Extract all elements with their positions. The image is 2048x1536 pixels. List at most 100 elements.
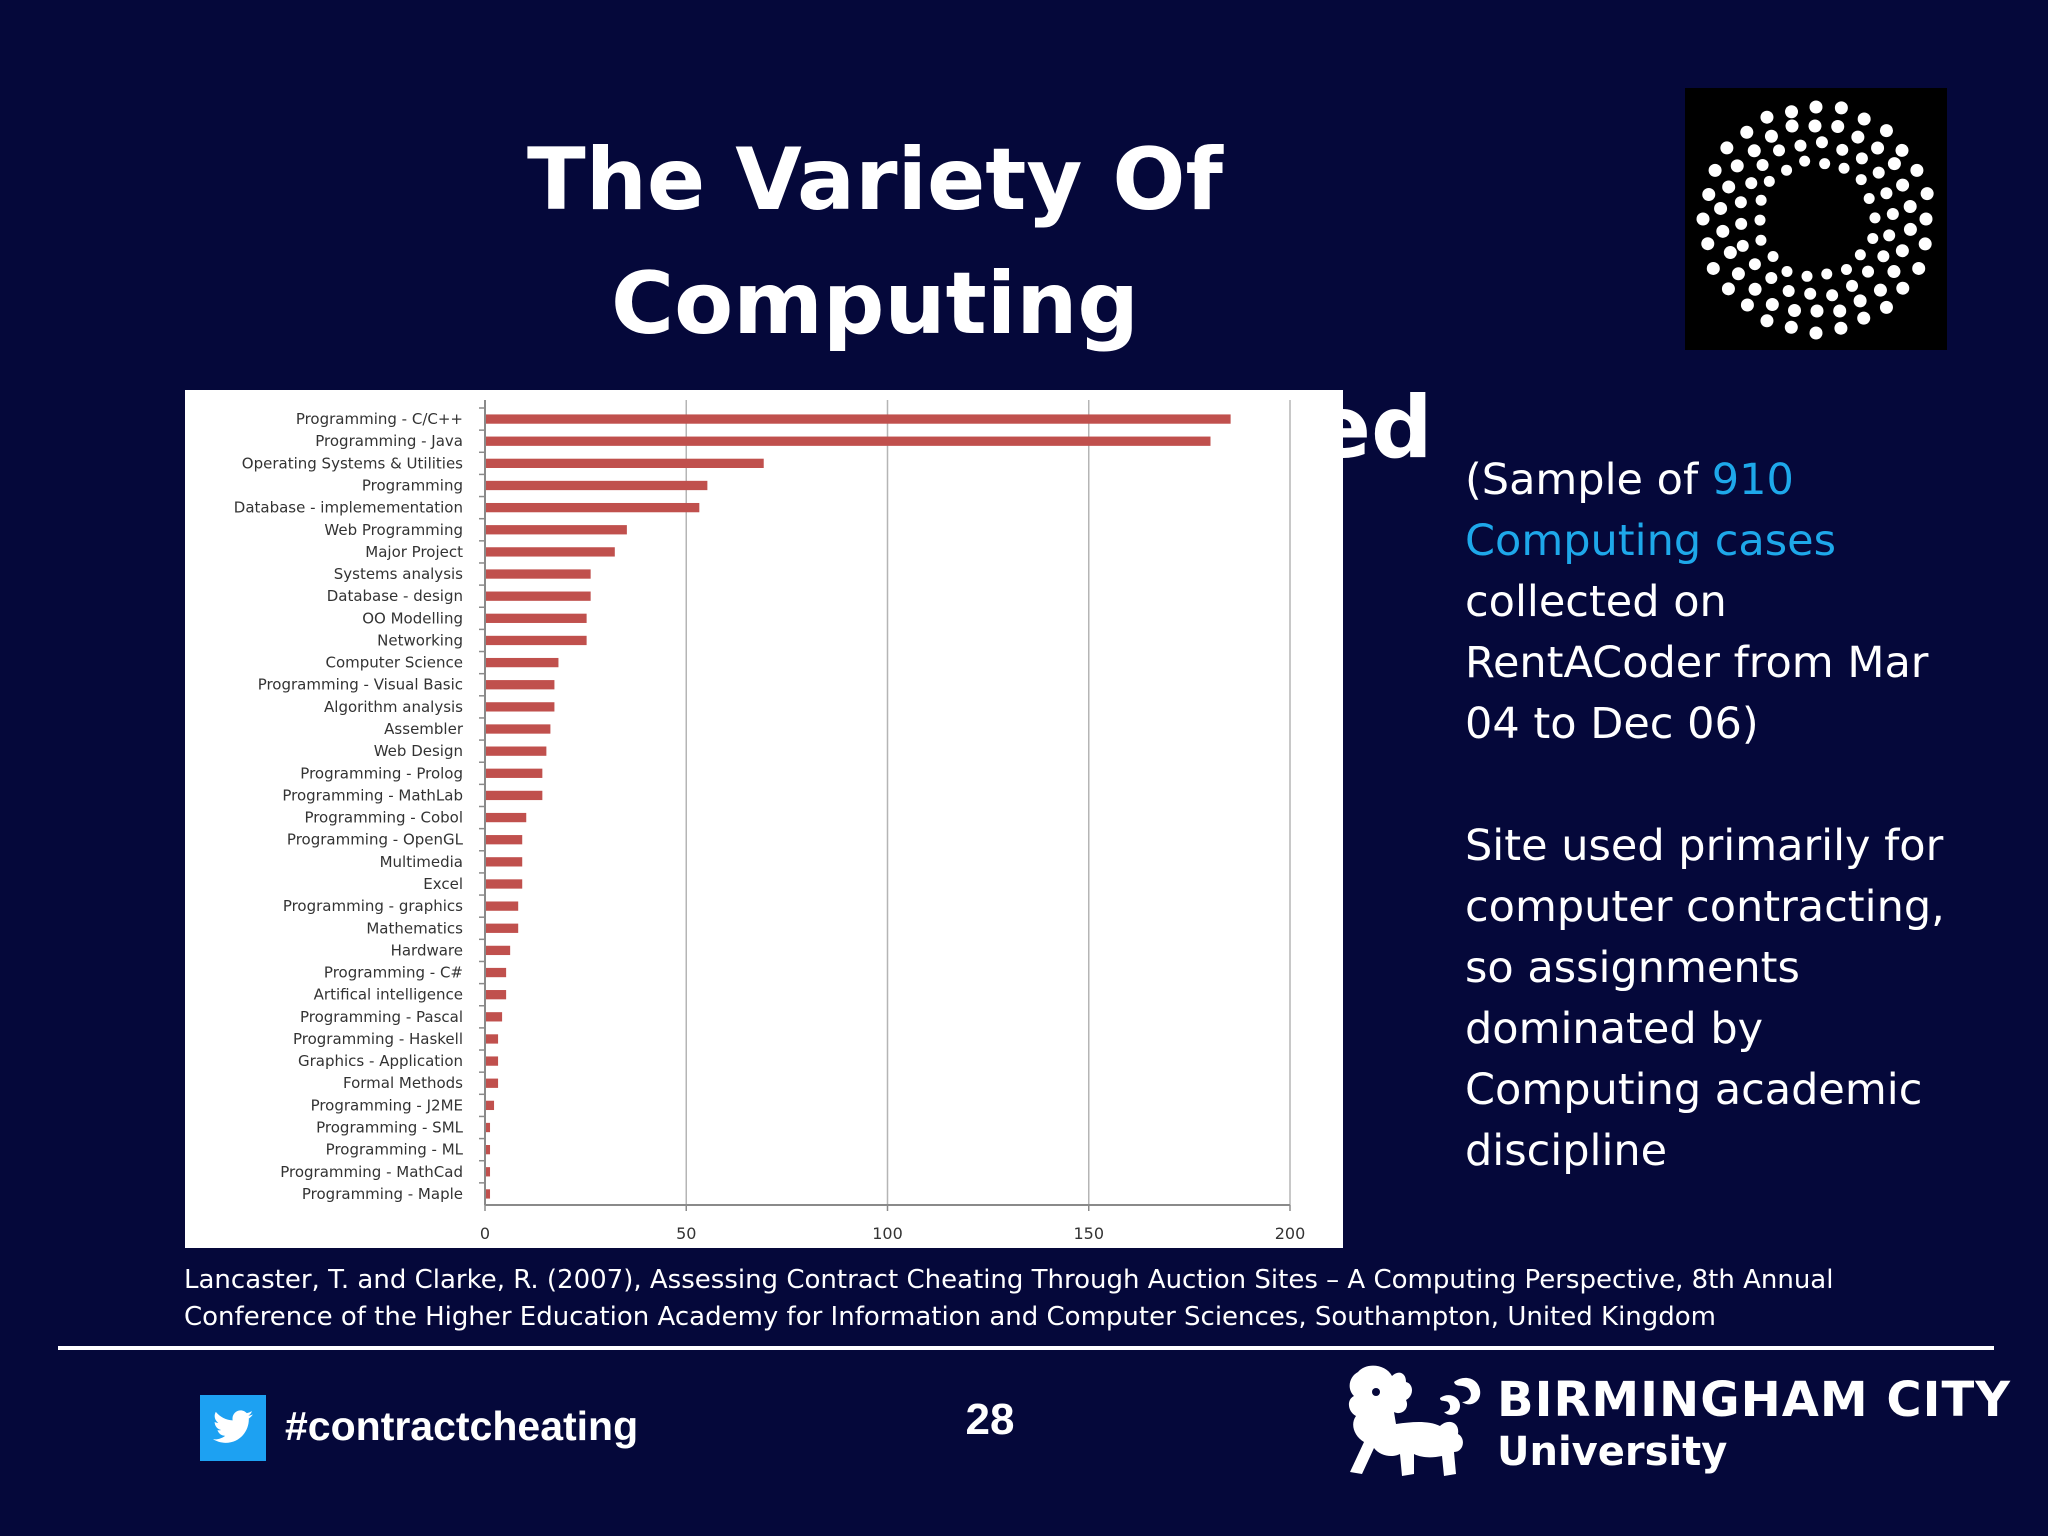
category-label: Programming - Maple [302, 1185, 463, 1203]
citation-line-2: Conference of the Higher Education Acade… [184, 1302, 1717, 1332]
title-line-1: The Variety Of Computing [527, 130, 1223, 354]
logo-dot [1836, 143, 1849, 156]
sample-description: (Sample of 910 Computing cases collected… [1465, 450, 1985, 1182]
sample-text-before: (Sample of [1465, 455, 1712, 505]
logo-dot [1756, 158, 1769, 171]
logo-dot [1896, 178, 1910, 192]
logo-dot [1785, 105, 1799, 119]
category-label: Programming - Java [315, 432, 463, 450]
sample-text-after: collected on RentACoder from Mar 04 to D… [1465, 577, 1929, 749]
bar [486, 1056, 499, 1066]
logo-dot [1765, 297, 1779, 311]
logo-dot [1755, 234, 1767, 246]
logo-dot [1735, 217, 1748, 230]
category-label: Systems analysis [334, 565, 463, 583]
twitter-bird-icon-graphic [213, 1410, 253, 1443]
logo-dot [1883, 229, 1896, 242]
bar [486, 967, 507, 978]
logo-dot [1838, 162, 1850, 174]
university-name-line-2: University [1497, 1429, 1728, 1475]
category-label: Operating Systems & Utilities [242, 454, 463, 472]
bar [486, 480, 708, 491]
logo-dot [1910, 163, 1924, 177]
logo-dot [1748, 258, 1761, 271]
logo-dot [1801, 270, 1813, 282]
logo-dot [1815, 136, 1828, 149]
logo-dot [1903, 200, 1917, 214]
dot-ring-logo [1685, 88, 1947, 350]
x-tick-label: 100 [872, 1224, 903, 1243]
logo-dot [1716, 224, 1730, 238]
bar [486, 1167, 491, 1177]
university-name-line-1: BIRMINGHAM CITY [1497, 1372, 2011, 1428]
logo-dot [1808, 119, 1822, 133]
logo-dot [1781, 164, 1793, 176]
bar [486, 1078, 499, 1088]
bar [486, 1189, 491, 1199]
category-label: Programming - Haskell [293, 1030, 463, 1048]
category-label: Web Programming [324, 521, 463, 539]
bar [486, 1100, 495, 1111]
category-label: Programming - J2ME [311, 1096, 463, 1114]
logo-dot [1747, 144, 1761, 158]
bar [486, 1012, 503, 1022]
category-label: Programming - Visual Basic [258, 676, 463, 694]
bar [486, 724, 551, 734]
hashtag: #contractcheating [285, 1403, 639, 1449]
category-label: Artifical intelligence [314, 986, 463, 1004]
logo-dot [1857, 311, 1871, 325]
citation: Lancaster, T. and Clarke, R. (2007), Ass… [184, 1262, 1984, 1336]
logo-dot [1731, 267, 1745, 281]
logo-dot [1903, 222, 1917, 236]
logo-dot [1834, 321, 1848, 335]
category-label: Formal Methods [343, 1074, 463, 1092]
bar [486, 414, 1231, 424]
category-label: OO Modelling [362, 609, 463, 627]
x-tick-label: 200 [1275, 1224, 1306, 1243]
logo-dot [1879, 300, 1893, 314]
logo-dot [1896, 281, 1910, 295]
logo-dot [1760, 110, 1774, 124]
logo-dot [1809, 326, 1823, 340]
bar [486, 945, 511, 956]
category-label: Programming - Pascal [300, 1008, 463, 1026]
bar [486, 502, 700, 513]
bar [486, 768, 543, 778]
bar [486, 547, 615, 557]
logo-dot [1720, 141, 1734, 155]
logo-dot [1867, 232, 1879, 244]
logo-dot [1871, 141, 1885, 155]
category-label: Programming - C# [324, 964, 463, 982]
logo-dot [1810, 304, 1824, 318]
logo-dot [1702, 188, 1716, 202]
bar [486, 1034, 499, 1044]
category-label: Computer Science [326, 654, 463, 672]
logo-dot [1846, 279, 1859, 292]
category-label: Database - implemementation [234, 499, 463, 517]
x-tick-label: 50 [676, 1224, 696, 1243]
logo-dot [1862, 265, 1875, 278]
logo-dot [1854, 249, 1866, 261]
logo-dot [1912, 261, 1926, 275]
category-label: Programming [362, 476, 463, 494]
logo-dot [1794, 139, 1807, 152]
category-label: Excel [423, 875, 463, 893]
logo-dot [1787, 304, 1801, 318]
logo-dot [1745, 177, 1758, 190]
x-tick-label: 150 [1073, 1224, 1104, 1243]
bar [486, 857, 523, 867]
sample-paragraph: (Sample of 910 Computing cases collected… [1465, 450, 1985, 755]
logo-dot [1701, 237, 1715, 251]
logo-dot [1880, 187, 1893, 200]
logo-dot [1853, 294, 1867, 308]
logo-dot [1895, 143, 1909, 157]
bar [486, 901, 519, 911]
logo-dot [1799, 155, 1811, 167]
bar [486, 680, 555, 690]
logo-dot [1804, 287, 1817, 300]
twitter-bird-icon [200, 1395, 266, 1461]
logo-dot [1784, 320, 1798, 334]
category-label: Graphics - Application [298, 1052, 463, 1070]
logo-dot [1736, 239, 1749, 252]
category-label: Assembler [384, 720, 464, 738]
